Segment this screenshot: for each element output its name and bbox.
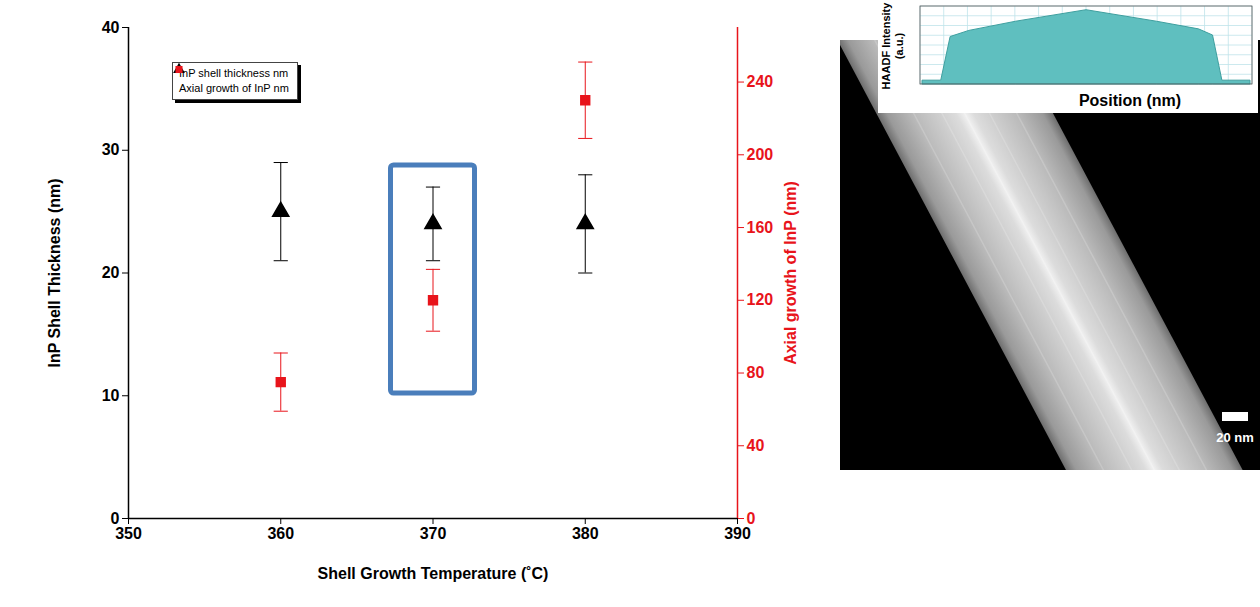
svg-text:0: 0 [747,510,756,527]
html-text:InP shell thickness nm: InP shell thickness nm [179,67,289,79]
svg-text:30: 30 [102,141,120,158]
svg-text:20: 20 [102,264,120,281]
svg-text:0: 0 [111,510,120,527]
svg-text:200: 200 [747,146,774,163]
svg-text:160: 160 [747,219,774,236]
html-text:Axial growth of InP nm: Axial growth of InP nm [179,82,289,94]
svg-text:40: 40 [747,437,765,454]
svg-text:40: 40 [102,19,120,36]
svg-text:80: 80 [747,364,765,381]
svg-text:380: 380 [572,525,599,542]
svg-text:Shell Growth Temperature (˚C): Shell Growth Temperature (˚C) [318,565,549,582]
svg-text:Axial growth of InP (nm): Axial growth of InP (nm) [782,181,799,365]
svg-text:HAADF Intensity(a.u.): HAADF Intensity(a.u.) [880,2,905,90]
svg-text:Position (nm): Position (nm) [1079,92,1181,109]
svg-text:350: 350 [115,525,142,542]
svg-text:240: 240 [747,73,774,90]
svg-text:10: 10 [102,387,120,404]
svg-text:370: 370 [420,525,447,542]
svg-text:20 nm: 20 nm [1216,430,1254,445]
svg-text:360: 360 [267,525,294,542]
svg-text:InP Shell Thickness (nm): InP Shell Thickness (nm) [46,178,63,367]
svg-text:390: 390 [724,525,751,542]
svg-text:120: 120 [747,291,774,308]
